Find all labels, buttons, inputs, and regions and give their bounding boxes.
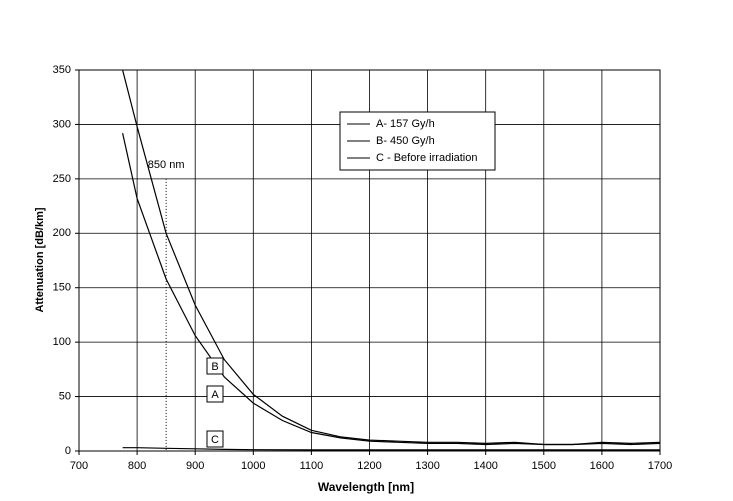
x-tick-label: 800 — [128, 460, 146, 472]
y-tick-label: 0 — [65, 445, 71, 457]
y-tick-label: 350 — [53, 64, 71, 76]
legend-label: C - Before irradiation — [376, 152, 478, 164]
x-tick-label: 700 — [70, 460, 88, 472]
x-tick-label: 1200 — [357, 460, 381, 472]
y-tick-label: 150 — [53, 282, 71, 294]
x-tick-label: 1400 — [473, 460, 497, 472]
y-tick-label: 100 — [53, 336, 71, 348]
x-tick-label: 1300 — [415, 460, 439, 472]
curve-label: C — [211, 434, 219, 446]
legend-label: B- 450 Gy/h — [376, 135, 435, 147]
x-tick-label: 1000 — [241, 460, 265, 472]
y-axis-title: Attenuation [dB/km] — [34, 207, 46, 312]
y-tick-label: 300 — [53, 118, 71, 130]
marker-label: 850 nm — [148, 159, 185, 171]
y-tick-label: 250 — [53, 173, 71, 185]
x-axis-title: Wavelength [nm] — [318, 480, 414, 494]
curve-label: B — [211, 361, 218, 373]
legend-label: A- 157 Gy/h — [376, 118, 435, 130]
y-tick-label: 200 — [53, 227, 71, 239]
x-tick-label: 1500 — [532, 460, 556, 472]
x-tick-label: 1100 — [300, 460, 324, 472]
x-tick-label: 1700 — [648, 460, 672, 472]
curve-label: A — [211, 389, 219, 401]
x-tick-label: 1600 — [590, 460, 614, 472]
x-tick-label: 900 — [186, 460, 204, 472]
series-line — [122, 70, 660, 446]
curve-label-box — [206, 385, 224, 403]
curve-label-box — [206, 430, 224, 448]
curve-label-box — [206, 357, 224, 375]
y-tick-label: 50 — [59, 390, 71, 402]
